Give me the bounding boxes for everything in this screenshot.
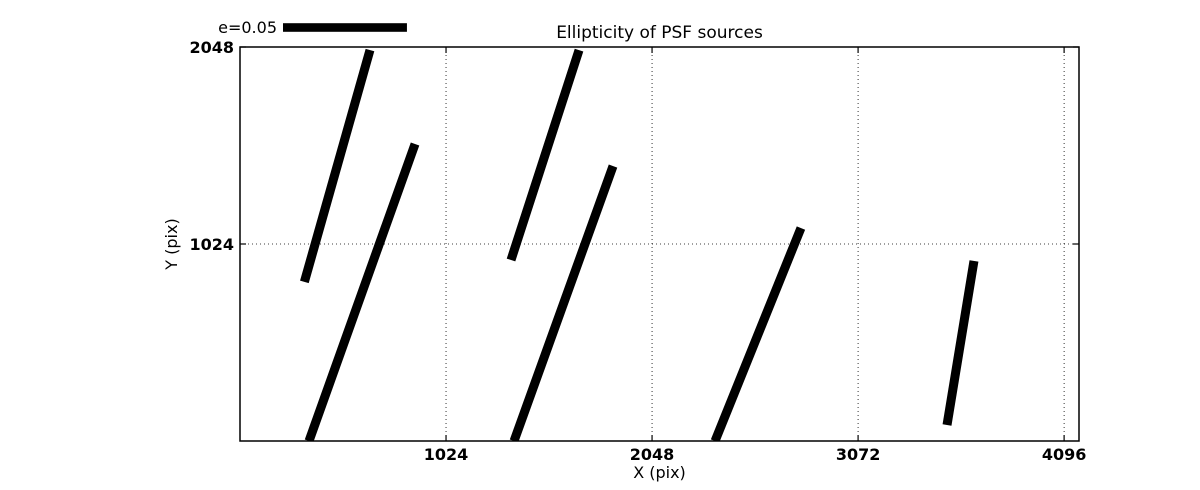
gridlines	[240, 46, 1079, 441]
axis-ticks	[240, 46, 1079, 441]
x-tick-label-3072: 3072	[836, 445, 881, 464]
whisker-segment	[509, 164, 618, 441]
x-tick-label-4096: 4096	[1042, 445, 1087, 464]
legend-label: e=0.05	[218, 18, 277, 37]
x-tick-label-1024: 1024	[424, 445, 469, 464]
whisker-segment	[942, 260, 979, 426]
whisker-segment	[710, 226, 806, 441]
x-axis-label: X (pix)	[633, 463, 686, 482]
y-axis-label: Y (pix)	[162, 218, 181, 270]
legend-key-bar	[283, 23, 407, 32]
chart-title: Ellipticity of PSF sources	[556, 23, 763, 43]
whisker-segment	[300, 48, 375, 284]
ellipticity-whiskers	[300, 48, 979, 441]
whisker-segment	[304, 142, 420, 441]
y-tick-label-1024: 1024	[189, 235, 234, 254]
x-tick-label-2048: 2048	[630, 445, 675, 464]
whisker-segment	[506, 48, 584, 262]
y-tick-label-2048: 2048	[189, 38, 234, 57]
